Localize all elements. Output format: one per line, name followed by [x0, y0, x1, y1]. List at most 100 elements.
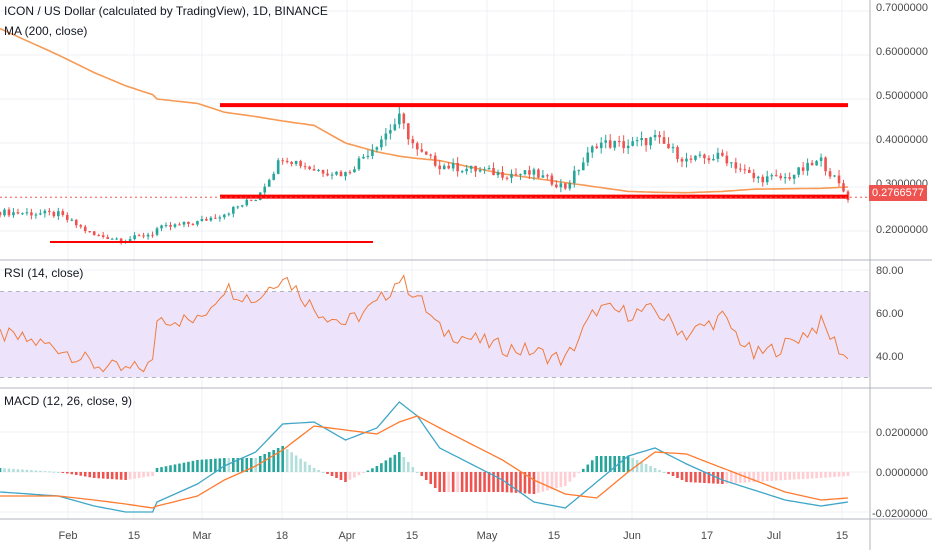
macd-histogram-bar [788, 472, 791, 480]
time-axis[interactable]: Feb 15 Mar 18 Apr 15 May 15 Jun 17 Jul 1… [59, 530, 849, 542]
rsi-pane[interactable] [0, 274, 870, 378]
candle-body [541, 175, 545, 178]
candle-body [581, 162, 585, 171]
candle-body [501, 171, 504, 178]
time-tick-label: Mar [193, 530, 212, 542]
candle-body [312, 169, 316, 171]
macd-pane[interactable] [0, 401, 850, 513]
macd-histogram-bar [550, 472, 554, 490]
macd-histogram-bar [447, 472, 450, 492]
candle-body [375, 147, 379, 150]
macd-histogram-bar [178, 463, 181, 472]
macd-histogram-bar [442, 472, 446, 492]
candle-body [532, 169, 536, 175]
candle-body [160, 225, 163, 229]
macd-histogram-bar [487, 472, 491, 492]
macd-tick-label: -0.0200000 [872, 508, 928, 520]
macd-histogram-bar [227, 458, 231, 472]
candle-body [151, 234, 154, 236]
macd-histogram-bar [721, 472, 724, 484]
macd-histogram-bar [411, 467, 415, 472]
macd-histogram-bar [25, 469, 29, 472]
macd-histogram-bar [182, 462, 186, 472]
macd-histogram-bar [460, 472, 464, 492]
candle-body [774, 175, 778, 177]
candle-body [487, 167, 491, 170]
macd-histogram-bar [285, 449, 289, 472]
macd-histogram [0, 446, 850, 494]
macd-histogram-bar [169, 465, 172, 472]
macd-histogram-bar [191, 460, 195, 472]
macd-histogram-bar [393, 454, 397, 472]
macd-histogram-bar [308, 464, 311, 472]
price-pane[interactable] [0, 27, 870, 245]
candle-body [546, 175, 549, 177]
candle-body [586, 152, 590, 163]
macd-histogram-bar [353, 472, 356, 478]
candle-body [442, 165, 446, 170]
candle-body [196, 221, 199, 225]
macd-histogram-bar [115, 472, 118, 480]
candle-body [232, 206, 235, 214]
candle-body [25, 212, 29, 214]
candle-body [173, 224, 177, 227]
macd-tick-label: 0.0200000 [876, 427, 928, 439]
candle-body [79, 225, 83, 227]
macd-histogram-bar [465, 472, 468, 492]
macd-line [0, 401, 849, 513]
macd-histogram-bar [155, 468, 159, 472]
candle-body [788, 177, 791, 179]
candle-body [70, 219, 74, 221]
price-axis[interactable]: 0.7000000 0.6000000 0.5000000 0.4000000 … [876, 2, 928, 236]
candle-body [294, 160, 298, 165]
candle-body [712, 158, 715, 161]
candle-body [783, 177, 787, 179]
trendline-annotations[interactable] [50, 103, 848, 243]
candle-body [348, 172, 352, 174]
candle-body [676, 147, 679, 160]
candle-body [74, 219, 78, 226]
candle-body [703, 154, 706, 159]
macd-histogram-bar [380, 463, 383, 472]
macd-histogram-bar [626, 456, 630, 472]
macd-histogram-bar [137, 472, 141, 478]
macd-histogram-bar [3, 468, 6, 472]
macd-axis[interactable]: 0.0200000 0.0000000 -0.0200000 [872, 427, 928, 520]
candle-body [187, 221, 190, 224]
macd-histogram-bar [631, 458, 634, 472]
chart-title: ICON / US Dollar (calculated by TradingV… [4, 4, 328, 18]
macd-histogram-bar [581, 468, 585, 472]
macd-histogram-bar [532, 472, 536, 494]
candle-body [483, 169, 486, 171]
candle-body [739, 168, 742, 170]
candle-body [721, 152, 724, 156]
macd-histogram-bar [119, 472, 123, 480]
candle-body [115, 238, 118, 240]
candle-body [698, 154, 702, 156]
macd-histogram-bar [501, 472, 504, 492]
macd-histogram-bar [676, 472, 679, 478]
candle-body [398, 113, 401, 125]
rsi-axis[interactable]: 80.00 60.00 40.00 [876, 265, 904, 363]
candle-body [667, 143, 670, 149]
candle-body [0, 212, 2, 216]
candle-body [622, 141, 625, 149]
candle-body [223, 214, 226, 218]
macd-histogram-bar [469, 472, 473, 492]
candle-body [447, 165, 450, 169]
macd-histogram-bar [451, 472, 455, 492]
candle-body [492, 167, 495, 176]
macd-histogram-bar [474, 472, 477, 492]
candle-body [555, 184, 558, 188]
candle-body [765, 176, 769, 183]
macd-histogram-bar [546, 472, 549, 491]
macd-histogram-bar [429, 472, 433, 484]
macd-histogram-bar [66, 472, 69, 474]
candle-body [819, 157, 823, 161]
macd-histogram-bar [564, 472, 567, 486]
macd-histogram-bar [837, 472, 841, 477]
macd-histogram-bar [240, 458, 244, 472]
macd-histogram-bar [577, 472, 581, 474]
